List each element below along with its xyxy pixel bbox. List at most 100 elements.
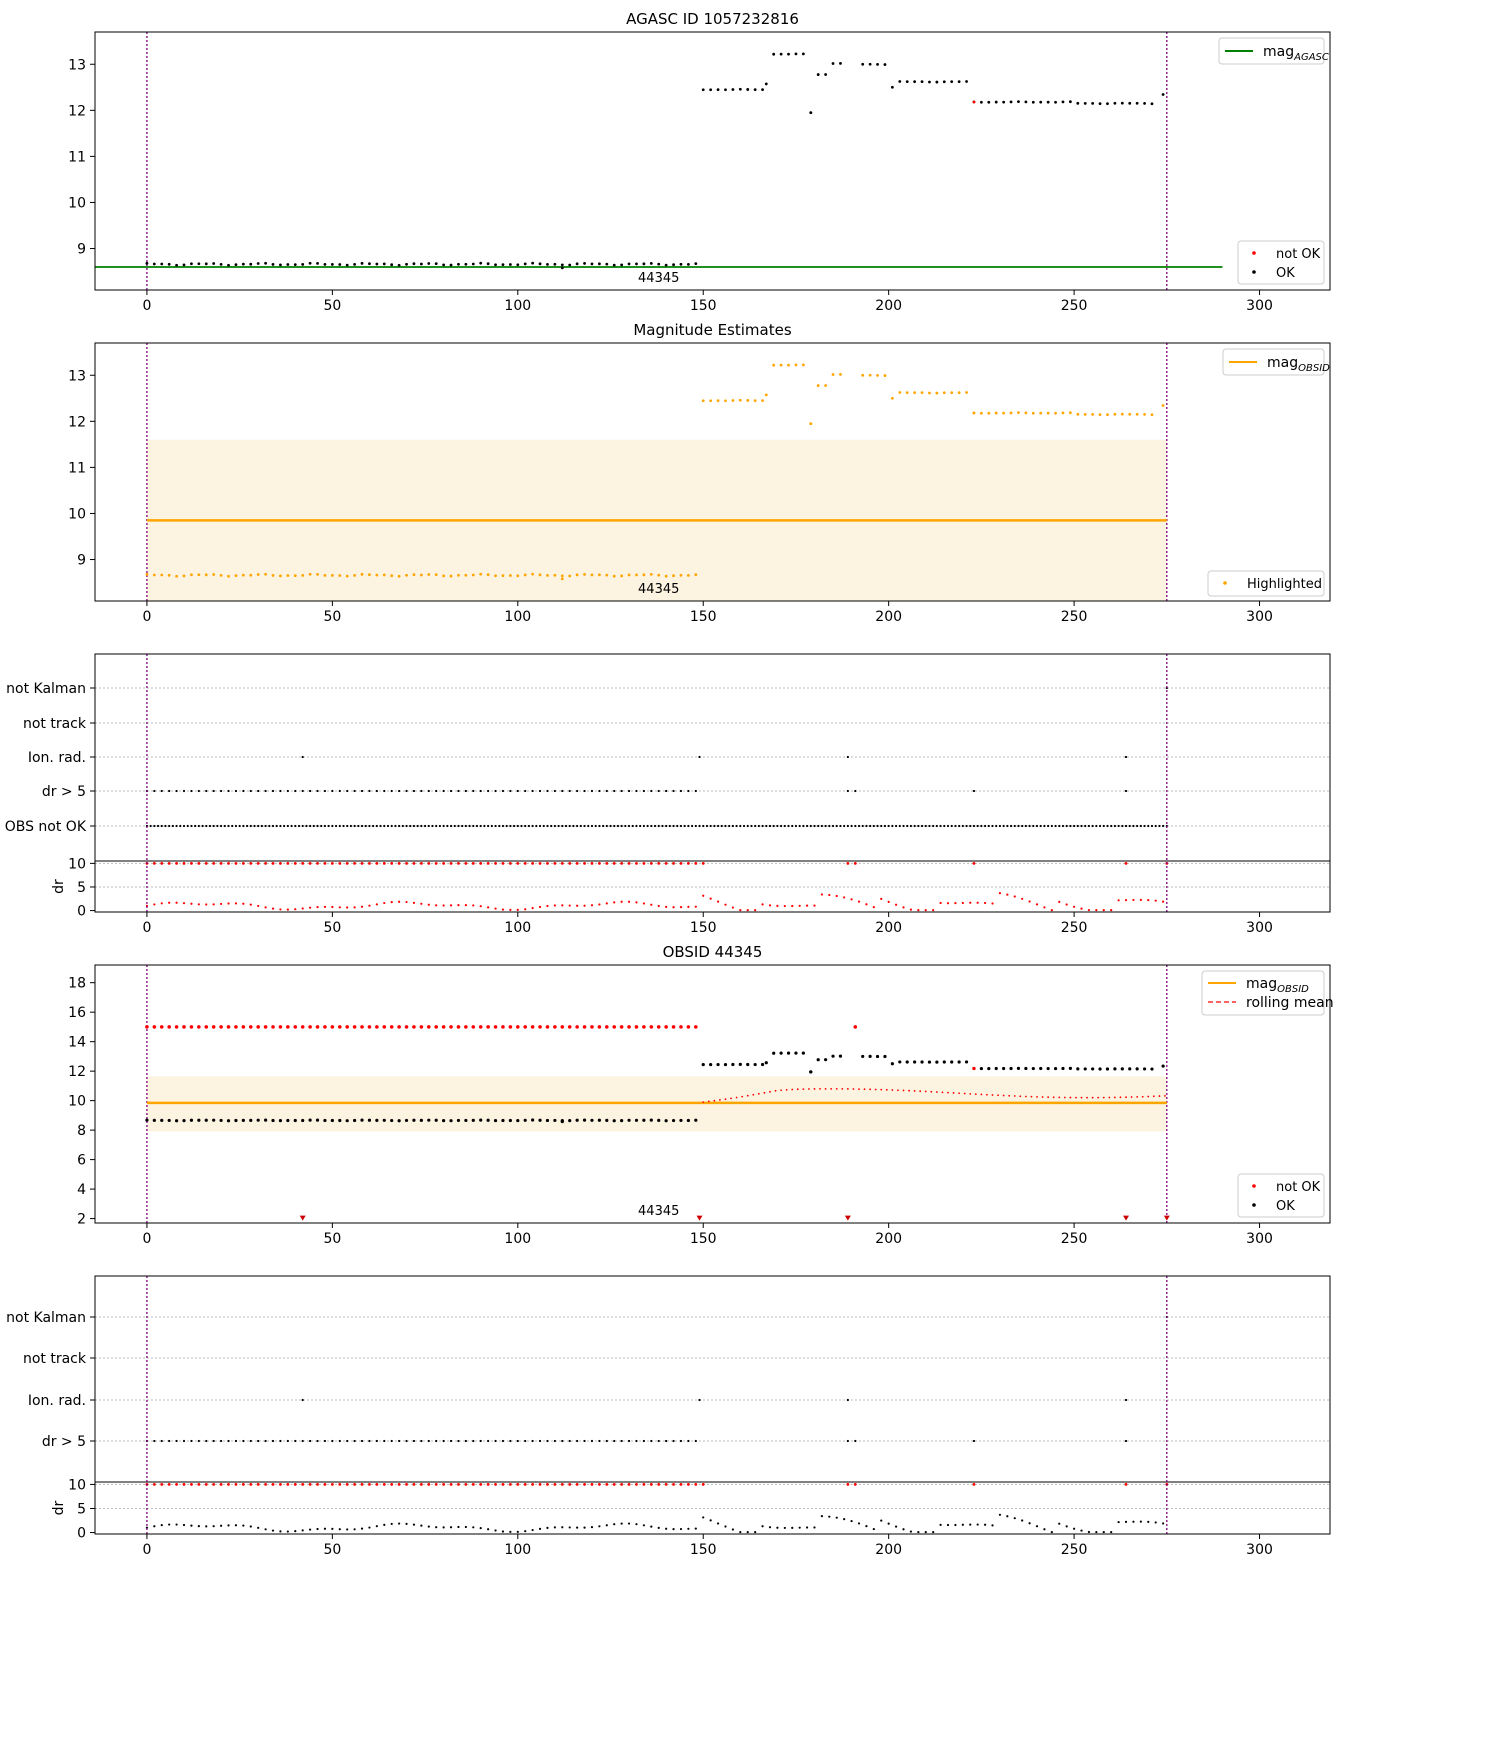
- chart3-flag-point: [398, 824, 401, 828]
- chart4-notok-point: [234, 1025, 238, 1029]
- chart4-ok-point: [568, 1119, 572, 1123]
- chart2-highlighted-point: [382, 573, 386, 577]
- chart4-notok-point: [605, 1025, 609, 1029]
- chart3-flag-point: [531, 789, 534, 793]
- chart4-ok-point: [679, 1118, 683, 1123]
- chart1-ytick-label: 11: [68, 149, 86, 165]
- chart2-highlighted-point: [353, 573, 357, 577]
- chart3-dr-point: [219, 902, 223, 906]
- chart4-rolling-mean-point: [1091, 1096, 1094, 1099]
- chart1-ok-point: [575, 262, 579, 266]
- chart3-flag-point: [279, 824, 282, 828]
- chart3-dr-point: [598, 903, 601, 906]
- chart3-flag-point: [902, 824, 905, 828]
- chart3-flag-point: [665, 789, 668, 793]
- chart3-dr-point: [716, 900, 720, 903]
- chart4-ok-point: [286, 1118, 290, 1123]
- chart3-dr-clipped-point: [679, 861, 683, 865]
- chart5-dr-clipped-point: [597, 1483, 601, 1486]
- chart3-flag-point: [576, 789, 579, 793]
- chart4-ok-point: [671, 1118, 676, 1123]
- chart3-flag-point: [950, 824, 953, 828]
- chart3-dr-point: [1013, 895, 1016, 898]
- chart1-ok-point: [716, 88, 720, 92]
- chart4-ok-point: [979, 1066, 983, 1071]
- chart3-dr-point: [301, 907, 304, 910]
- chart4-ok-point: [716, 1062, 720, 1067]
- chart2-highlighted-point: [449, 574, 453, 578]
- chart4-ok-point: [330, 1118, 334, 1123]
- chart5-flag-point: [197, 1439, 200, 1443]
- chart1-ok-point: [330, 263, 334, 266]
- chart3-flag-point: [509, 789, 512, 793]
- chart5-dr-clipped-point: [627, 1483, 631, 1486]
- chart4-ok-point: [1150, 1067, 1154, 1071]
- chart4-ok-point: [957, 1060, 961, 1064]
- chart3-dr-clipped-point: [204, 861, 208, 865]
- chart3-xtick-label: 300: [1246, 920, 1273, 936]
- chart3-flag-point: [364, 824, 367, 828]
- chart4-rolling-mean-point: [858, 1088, 860, 1090]
- chart3-flag-point: [442, 789, 445, 793]
- chart3-dr-clipped-point: [175, 861, 178, 865]
- chart1-ok-point: [1068, 100, 1072, 104]
- chart5-dr-point: [568, 1526, 571, 1529]
- chart5-dr-point: [1117, 1520, 1120, 1524]
- chart4-ok-point: [493, 1118, 498, 1123]
- chart4-rolling-mean-point: [830, 1087, 833, 1090]
- chart4-legend-marker: [1252, 1203, 1256, 1207]
- chart5-dr-point: [1132, 1520, 1135, 1523]
- chart5-dr-point: [435, 1526, 438, 1529]
- chart2-highlighted-point: [167, 573, 171, 577]
- chart3-flag-point: [468, 824, 471, 828]
- chart5-flag-point: [650, 1439, 653, 1443]
- chart3-flag-point: [153, 789, 156, 793]
- chart1-ok-point: [382, 262, 386, 266]
- chart3-flag-point: [264, 789, 267, 793]
- chart3-dr-point: [294, 908, 297, 911]
- chart3-flag-point: [765, 824, 768, 828]
- chart5-dr-point: [1110, 1530, 1113, 1534]
- chart4-ok-point: [345, 1119, 349, 1123]
- chart5-dr-point: [583, 1526, 586, 1529]
- chart5-dr-point: [279, 1530, 282, 1533]
- chart2-highlighted-point: [679, 573, 683, 577]
- chart3-dr-point: [1102, 909, 1105, 912]
- chart5-dr-point: [894, 1525, 898, 1528]
- chart5-frame: [94, 1275, 1331, 1535]
- chart4-notok-point: [263, 1025, 268, 1029]
- chart4-rolling-mean-point: [1097, 1096, 1100, 1099]
- chart5-dr-point: [205, 1525, 208, 1528]
- chart5-dr-clipped-point: [293, 1483, 297, 1486]
- chart5-dr-clipped-point: [160, 1483, 164, 1486]
- chart3-flag-point: [568, 789, 571, 793]
- chart4-rolling-mean-point: [1036, 1095, 1038, 1098]
- chart3-flag-point: [572, 824, 575, 828]
- chart3-flag-point: [613, 789, 616, 793]
- chart5-dr-point: [553, 1526, 556, 1529]
- chart3-flag-point: [883, 824, 887, 828]
- chart1-ok-point: [605, 262, 609, 266]
- chart5-xtick-label: 200: [875, 1542, 902, 1558]
- chart4-ok-point: [1016, 1066, 1021, 1070]
- chart4-rolling-mean-point: [997, 1094, 999, 1097]
- chart2-highlighted-point: [375, 573, 379, 577]
- chart3-flag-point: [1035, 824, 1039, 828]
- chart3-flag-point: [698, 824, 701, 828]
- chart3-dr-clipped-point: [612, 861, 616, 865]
- chart2-highlighted-point: [175, 574, 178, 578]
- chart4-rolling-mean-point: [824, 1087, 827, 1090]
- chart5-dr-point: [716, 1522, 720, 1525]
- chart3-flag-point: [398, 789, 401, 793]
- chart1-ok-point: [772, 52, 776, 56]
- chart3-flag-point: [227, 789, 230, 793]
- chart1-ok-point: [442, 263, 446, 267]
- chart1-ok-point: [175, 263, 178, 267]
- chart3-dr-clipped-point: [323, 861, 327, 865]
- chart5-dr-point: [880, 1519, 883, 1522]
- chart4-ok-point: [838, 1054, 843, 1058]
- chart5-flag-point: [316, 1439, 319, 1443]
- chart4-notok-point: [174, 1025, 179, 1029]
- chart2-highlighted-point: [330, 574, 334, 577]
- chart5-dr-clipped-point: [167, 1483, 171, 1486]
